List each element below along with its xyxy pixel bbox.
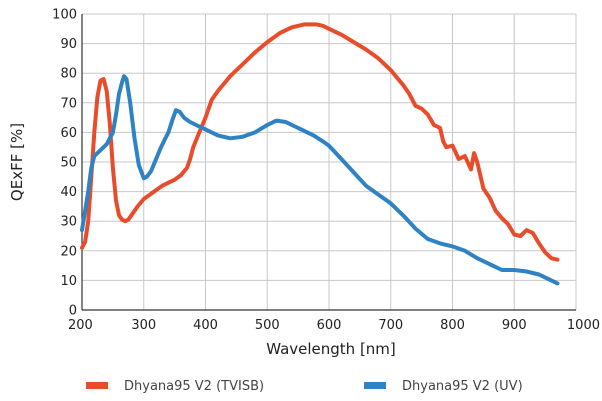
y-tick-label-100: 100	[52, 8, 77, 23]
x-tick-label-700: 700	[378, 318, 403, 333]
series-lines	[80, 22, 560, 286]
x-tick-label-500: 500	[255, 318, 280, 333]
tick-labels: 0 10 20 30 40 50 60 70 80 90 100 200 300 400 500 600 700…	[52, 8, 600, 334]
legend-label-uv: Dhyana95 V2 (UV)	[402, 379, 523, 394]
y-tick-label-30: 30	[60, 215, 77, 230]
y-tick-label-10: 10	[60, 274, 77, 289]
series-line-tvisb	[80, 22, 560, 262]
x-tick-label-900: 900	[502, 318, 527, 333]
x-tick-label-800: 800	[440, 318, 465, 333]
x-tick-label-400: 400	[193, 318, 218, 333]
y-tick-label-90: 90	[60, 37, 77, 52]
y-tick-label-20: 20	[60, 244, 77, 259]
x-axis-title: Wavelength [nm]	[266, 340, 396, 358]
y-tick-label-0: 0	[69, 304, 77, 319]
y-tick-label-70: 70	[60, 96, 77, 111]
x-tick-label-1000: 1000	[567, 318, 600, 333]
y-tick-label-80: 80	[60, 67, 77, 82]
x-tick-label-300: 300	[131, 318, 156, 333]
legend: Dhyana95 V2 (TVISB) Dhyana95 V2 (UV)	[86, 379, 523, 394]
axes	[81, 14, 576, 311]
grid-lines	[82, 13, 577, 310]
y-tick-label-50: 50	[60, 156, 77, 171]
legend-label-tvisb: Dhyana95 V2 (TVISB)	[124, 379, 264, 394]
series-line-uv	[80, 74, 560, 286]
legend-swatch-uv	[364, 382, 386, 389]
legend-swatch-tvisb	[86, 382, 108, 389]
y-axis-title: QExFF [%]	[8, 123, 26, 201]
y-tick-label-40: 40	[60, 185, 77, 200]
x-tick-label-200: 200	[68, 318, 93, 333]
y-tick-label-60: 60	[60, 126, 77, 141]
x-tick-label-600: 600	[317, 318, 342, 333]
